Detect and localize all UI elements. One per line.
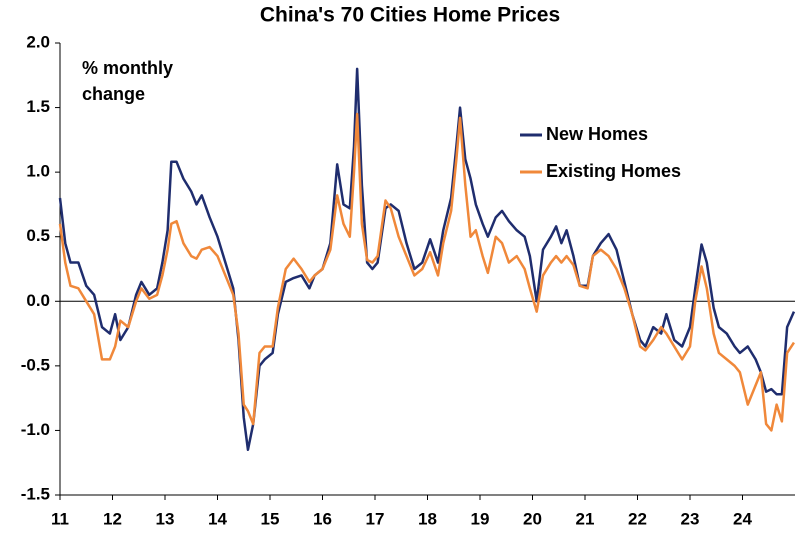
legend-label: New Homes xyxy=(546,124,648,144)
series-line xyxy=(58,112,795,432)
x-tick-label: 22 xyxy=(628,509,647,528)
x-tick-label: 17 xyxy=(366,509,385,528)
y-tick-label: 0.0 xyxy=(26,291,50,310)
x-tick-label: 15 xyxy=(261,509,280,528)
legend-label: Existing Homes xyxy=(546,161,681,181)
x-tick-label: 19 xyxy=(471,509,490,528)
x-tick-label: 18 xyxy=(418,509,437,528)
y-tick-label: -1.5 xyxy=(21,484,50,503)
y-tick-label: 1.5 xyxy=(26,97,50,116)
x-tick-label: 12 xyxy=(103,509,122,528)
x-tick-label: 14 xyxy=(208,509,227,528)
x-tick-label: 11 xyxy=(51,509,69,528)
y-tick-label: 1.0 xyxy=(26,162,50,181)
y-tick-label: 2.0 xyxy=(26,32,50,51)
y-tick-label: -0.5 xyxy=(21,355,50,374)
x-tick-label: 16 xyxy=(313,509,332,528)
y-tick-label: -1.0 xyxy=(21,420,50,439)
annotation: change xyxy=(82,84,145,104)
x-tick-label: 23 xyxy=(681,509,700,528)
series-line xyxy=(58,67,796,452)
x-tick-label: 24 xyxy=(733,509,752,528)
x-tick-label: 20 xyxy=(523,509,542,528)
x-tick-label: 13 xyxy=(156,509,175,528)
chart-title: China's 70 Cities Home Prices xyxy=(260,4,560,27)
annotation: % monthly xyxy=(82,58,173,78)
x-tick-label: 21 xyxy=(576,509,595,528)
y-tick-label: 0.5 xyxy=(26,226,50,245)
